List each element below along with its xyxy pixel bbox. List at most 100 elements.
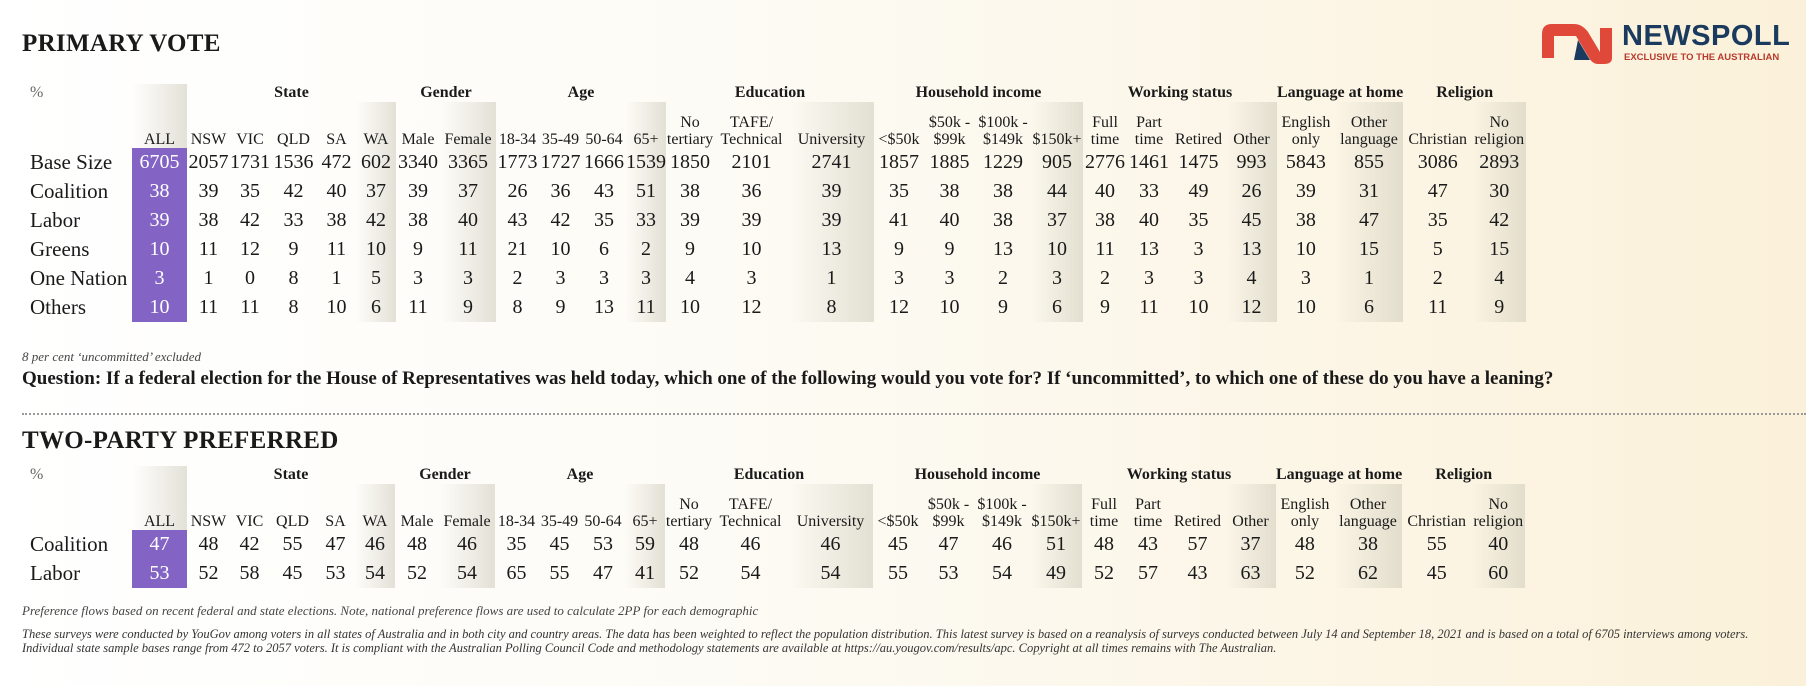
- column-header: English only: [1280, 496, 1330, 530]
- value-cell: 6: [1031, 293, 1083, 322]
- value-cell: 36: [550, 180, 571, 202]
- value-cell: 2: [1100, 267, 1110, 289]
- table-row: Labor 53 52 58 45 53 54 52 54 65 55 47 41 52 54 54 55 53 5…: [22, 559, 1526, 588]
- value-cell: 3: [440, 264, 496, 293]
- value-cell: 54: [439, 559, 495, 588]
- value-cell: 2: [1432, 267, 1443, 289]
- value-cell: 42: [1472, 206, 1527, 235]
- column-header: <$50k: [877, 513, 919, 530]
- group-header: Education: [734, 84, 806, 101]
- value-cell: 65: [506, 562, 527, 584]
- value-cell: 39: [789, 177, 874, 206]
- value-cell: 10: [1188, 296, 1209, 318]
- group-header: Household income: [915, 84, 1042, 101]
- value-cell: 5: [356, 264, 396, 293]
- value-cell: 31: [1334, 177, 1404, 206]
- column-header: SA: [325, 513, 346, 530]
- value-cell: 51: [1030, 530, 1082, 559]
- value-cell: 3086: [1417, 151, 1458, 173]
- value-cell: 52: [1094, 562, 1114, 584]
- value-cell: 57: [1138, 562, 1158, 584]
- value-cell: 52: [198, 562, 219, 584]
- value-cell: 0: [245, 267, 255, 289]
- value-cell: 38: [1095, 209, 1115, 231]
- value-cell: 54: [355, 559, 395, 588]
- value-cell: 3: [1193, 267, 1204, 289]
- value-cell: 38: [1295, 209, 1316, 231]
- value-cell: 8: [288, 296, 299, 318]
- value-cell: 1539: [626, 148, 666, 177]
- value-cell: 3: [626, 264, 666, 293]
- group-header: Age: [566, 466, 594, 483]
- table-row: Others 10 11 11 8 10 6 11 9 8 9 13 11 10 12 8 12 10 9 6 9 11 1…: [22, 293, 1527, 322]
- column-header-row: ALL NSW VIC QLD SA WA Male Female 18-34 35-49 50-6…: [22, 484, 1526, 530]
- table-row: Labor 39 38 42 33 38 42 38 40 43 42 35 33 39 39 39 41 40 3…: [22, 206, 1527, 235]
- value-cell: 9: [998, 296, 1008, 318]
- group-header: State: [274, 84, 309, 101]
- column-header: Other language: [1333, 484, 1403, 530]
- value-cell: 1: [203, 267, 214, 289]
- row-label: Coalition: [30, 532, 109, 556]
- column-header: Female: [439, 484, 495, 530]
- column-header: No tertiary: [666, 114, 714, 148]
- row-label: Greens: [30, 237, 90, 261]
- value-cell: 12: [240, 238, 260, 260]
- value-cell: 3: [1144, 267, 1154, 289]
- value-cell: 46: [355, 530, 395, 559]
- column-header: Part time: [1134, 114, 1164, 148]
- value-cell: 46: [740, 533, 761, 555]
- value-cell: 59: [625, 530, 665, 559]
- group-header: Language at home: [1276, 466, 1403, 483]
- value-cell: 43: [1187, 562, 1208, 584]
- value-cell: 9: [440, 293, 496, 322]
- value-cell: 11: [326, 238, 347, 260]
- column-header: Male: [400, 513, 434, 530]
- value-cell: 21: [507, 238, 528, 260]
- value-cell: 10: [1031, 235, 1083, 264]
- value-cell: 1666: [584, 151, 624, 173]
- value-cell: 52: [407, 562, 427, 584]
- value-cell: 43: [1138, 533, 1158, 555]
- value-cell: 12: [1226, 293, 1277, 322]
- column-header: 65+: [625, 484, 665, 530]
- value-cell: 13: [594, 296, 614, 318]
- value-cell: 35: [889, 180, 909, 202]
- value-cell: 3: [1300, 267, 1311, 289]
- value-cell: 37: [440, 177, 496, 206]
- value-cell: 54: [788, 559, 873, 588]
- value-cell: 3365: [440, 148, 496, 177]
- value-cell: 9: [944, 238, 955, 260]
- column-header-row: ALL NSW VIC QLD SA WA Male Female 18-34 35-49 50-6…: [22, 102, 1527, 148]
- value-cell: 3: [944, 267, 955, 289]
- value-cell: 35: [1188, 209, 1209, 231]
- value-cell: 11: [198, 238, 219, 260]
- value-cell: 53: [593, 533, 613, 555]
- value-cell: 38: [680, 180, 700, 202]
- column-header: Other: [1225, 484, 1276, 530]
- primary-vote-table: % State Gender Age Education Household income…: [22, 84, 1527, 322]
- table-row: Coalition 38 39 35 42 40 37 39 37 26 36 43 51 38 36 39 3…: [22, 177, 1527, 206]
- value-cell: 49: [1188, 180, 1209, 202]
- value-cell: 38: [1333, 530, 1403, 559]
- value-cell: 10: [1295, 296, 1316, 318]
- logo-tagline: EXCLUSIVE TO THE AUSTRALIAN: [1624, 52, 1780, 63]
- value-cell: 12: [741, 296, 762, 318]
- all-value-cell: 47: [132, 530, 187, 559]
- value-cell: 3: [1031, 264, 1083, 293]
- survey-question: Question: If a federal election for the …: [22, 368, 1554, 389]
- row-label: Base Size: [30, 150, 113, 174]
- column-header: $50k - $99k: [928, 114, 971, 148]
- value-cell: 46: [788, 530, 873, 559]
- all-value-cell: 38: [132, 177, 187, 206]
- column-header: VIC: [235, 513, 264, 530]
- column-header: Christian: [1408, 131, 1468, 148]
- value-cell: 35: [1427, 209, 1448, 231]
- value-cell: 48: [1094, 533, 1114, 555]
- column-header: Full time: [1089, 496, 1119, 530]
- value-cell: 38: [993, 209, 1013, 231]
- value-cell: 33: [283, 209, 304, 231]
- row-label: Labor: [30, 208, 81, 232]
- group-header: Household income: [914, 466, 1041, 483]
- value-cell: 42: [240, 209, 260, 231]
- value-cell: 6: [1334, 293, 1404, 322]
